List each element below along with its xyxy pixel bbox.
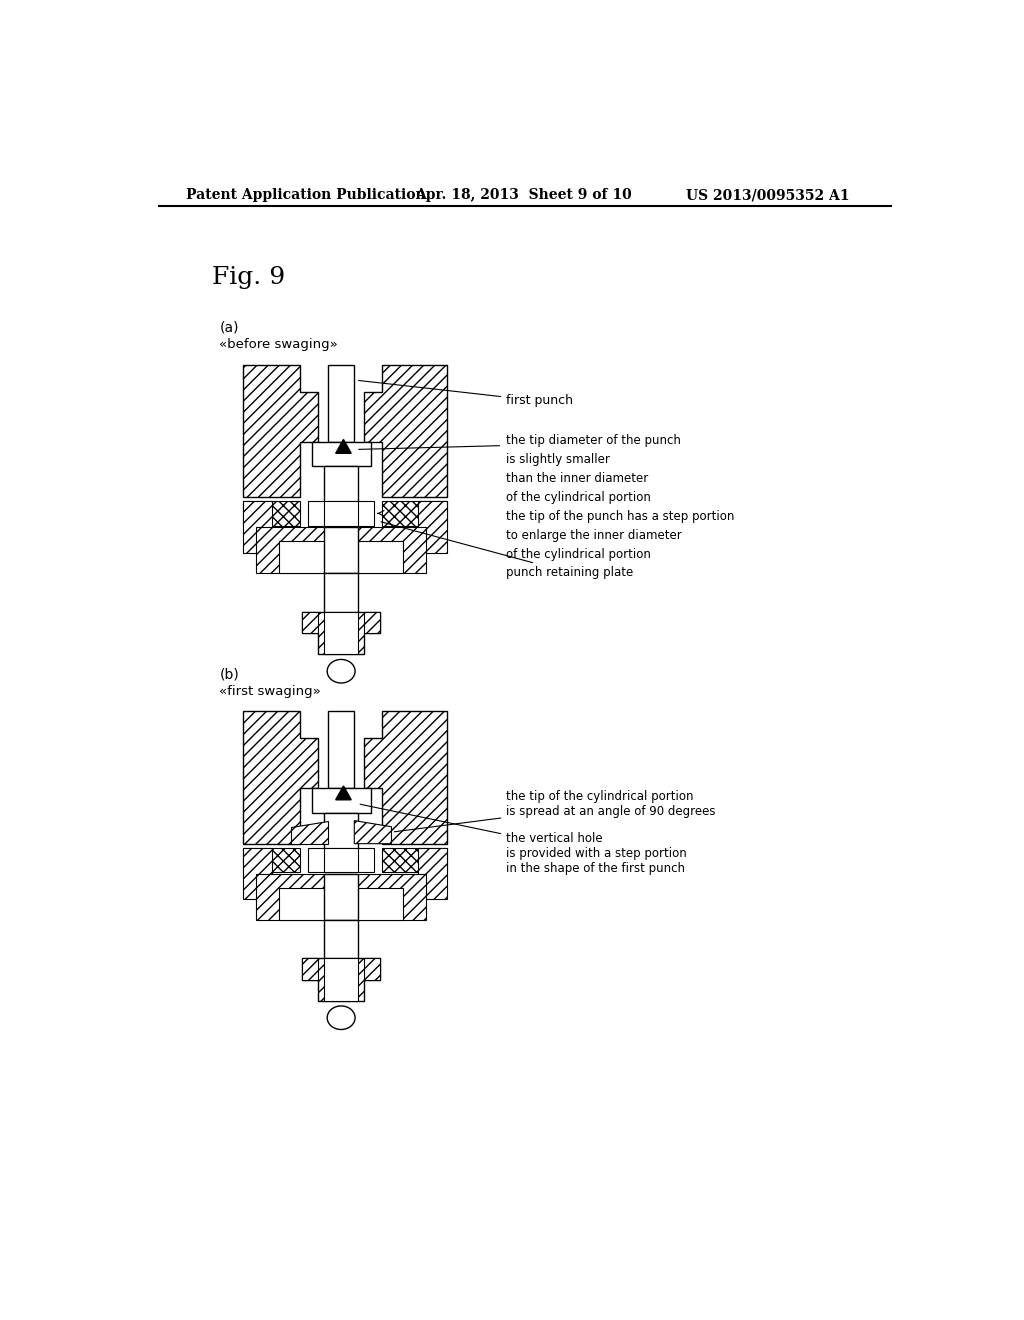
Bar — [324, 466, 358, 508]
Polygon shape — [354, 821, 391, 843]
Text: (b): (b) — [219, 668, 240, 681]
Bar — [243, 502, 300, 525]
Bar — [382, 502, 447, 525]
Polygon shape — [365, 364, 447, 498]
Text: US 2013/0095352 A1: US 2013/0095352 A1 — [686, 189, 850, 202]
Polygon shape — [243, 847, 272, 899]
Bar — [280, 887, 403, 920]
Text: Apr. 18, 2013  Sheet 9 of 10: Apr. 18, 2013 Sheet 9 of 10 — [415, 189, 632, 202]
Polygon shape — [418, 502, 447, 553]
Polygon shape — [243, 502, 272, 553]
Bar — [324, 502, 358, 525]
Bar — [308, 502, 375, 525]
Bar — [256, 527, 426, 573]
Polygon shape — [302, 612, 380, 655]
Bar — [243, 847, 300, 873]
Text: Patent Application Publication: Patent Application Publication — [186, 189, 426, 202]
Text: «first swaging»: «first swaging» — [219, 685, 322, 698]
Text: first punch: first punch — [358, 380, 573, 408]
Text: «before swaging»: «before swaging» — [219, 338, 338, 351]
Bar — [324, 573, 358, 612]
Polygon shape — [365, 958, 380, 979]
Polygon shape — [302, 958, 380, 1001]
Polygon shape — [243, 364, 317, 498]
Bar — [324, 958, 358, 1001]
Polygon shape — [418, 847, 447, 899]
Bar — [328, 711, 354, 788]
Text: (a): (a) — [219, 321, 239, 335]
Text: Fig. 9: Fig. 9 — [212, 267, 285, 289]
Polygon shape — [336, 785, 351, 800]
Polygon shape — [291, 821, 328, 843]
Polygon shape — [302, 612, 317, 634]
Bar — [324, 813, 358, 855]
Polygon shape — [365, 612, 380, 634]
Bar — [328, 364, 354, 442]
Polygon shape — [336, 440, 351, 453]
Bar — [308, 847, 375, 873]
Text: the vertical hole
is provided with a step portion
in the shape of the first punc: the vertical hole is provided with a ste… — [360, 804, 687, 875]
Polygon shape — [302, 958, 317, 979]
Polygon shape — [365, 711, 447, 843]
Ellipse shape — [328, 1006, 355, 1030]
Bar — [324, 612, 358, 655]
Bar — [324, 847, 358, 873]
Text: the tip of the cylindrical portion
is spread at an angle of 90 degrees: the tip of the cylindrical portion is sp… — [394, 789, 716, 832]
Bar — [311, 788, 371, 813]
Bar — [382, 847, 447, 873]
Bar — [280, 541, 403, 573]
Bar — [324, 920, 358, 958]
Ellipse shape — [328, 660, 355, 682]
Bar — [324, 527, 358, 573]
Polygon shape — [243, 711, 317, 843]
Bar — [311, 442, 371, 466]
Bar — [256, 874, 426, 920]
Text: the tip diameter of the punch
is slightly smaller
than the inner diameter
of the: the tip diameter of the punch is slightl… — [506, 434, 734, 561]
Bar — [324, 874, 358, 920]
Text: punch retaining plate: punch retaining plate — [381, 521, 634, 579]
